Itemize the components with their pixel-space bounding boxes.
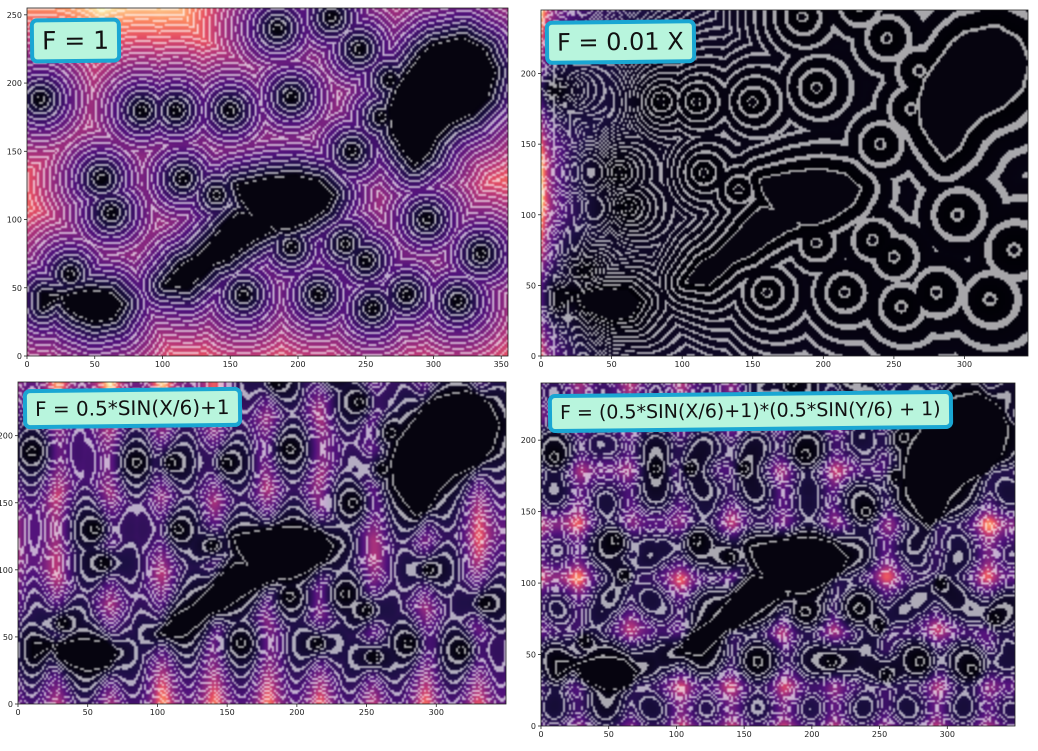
x-tick-label: 250 [359,708,374,717]
x-tick-label: 150 [223,360,238,369]
plot-frame [17,381,507,705]
x-tick-label: 300 [429,708,444,717]
plot-frame [26,7,509,357]
formula-label-2: F = 0.01 X [544,19,696,65]
y-tick-label: 200 [521,70,536,79]
x-tick-label: 50 [606,360,616,369]
x-tick-label: 0 [538,730,543,739]
y-tick-label: 50 [12,284,22,293]
distance-field-heatmap [541,383,1015,726]
y-tick-label: 150 [7,147,22,156]
distance-field-heatmap [18,382,506,704]
y-tick-label: 0 [531,352,536,361]
x-tick-label: 100 [675,360,690,369]
x-tick-label: 250 [886,360,901,369]
x-tick-label: 50 [604,730,614,739]
x-tick-label: 50 [83,708,93,717]
distance-field-heatmap [541,10,1028,356]
y-tick-label: 100 [521,211,536,220]
x-tick-label: 350 [494,360,509,369]
x-tick-label: 100 [150,708,165,717]
y-tick-label: 100 [521,579,536,588]
y-tick-label: 100 [7,216,22,225]
x-tick-label: 150 [220,708,235,717]
x-tick-label: 200 [289,708,304,717]
x-tick-label: 300 [940,730,955,739]
y-tick-label: 150 [521,140,536,149]
x-tick-label: 0 [15,708,20,717]
plot-frame [540,9,1029,357]
chart-svg: 0 50 100 150 200 250 300 350 0 50 100 150 200 250 [7,7,509,369]
y-tick-label: 200 [521,436,536,445]
plot-panel-linear-speed: 0 50 100 150 200 250 300 0 50 100 150 200 [511,9,1038,381]
y-tick-label: 50 [526,281,536,290]
x-tick-label: 300 [426,360,441,369]
chart-svg: 0 50 100 150 200 250 300 0 50 100 150 200 [521,9,1029,369]
formula-label-3: F = 0.5*SIN(X/6)+1 [22,386,242,430]
chart-svg: 0 50 100 150 200 250 300 0 50 100 150 200 [0,381,507,717]
formula-label-4: F = (0.5*SIN(X/6)+1)*(0.5*SIN(Y/6) + 1) [547,389,953,434]
plot-panel-sin-x-speed: 0 50 100 150 200 250 300 0 50 100 150 200 [0,381,516,729]
y-tick-label: 250 [7,11,22,20]
y-tick-label: 50 [3,633,13,642]
y-tick-label: 150 [521,508,536,517]
y-tick-label: 0 [8,700,13,709]
x-tick-label: 0 [24,360,29,369]
x-tick-label: 50 [90,360,100,369]
x-tick-label: 100 [155,360,170,369]
x-tick-label: 150 [737,730,752,739]
x-tick-label: 300 [957,360,972,369]
y-tick-label: 0 [531,722,536,731]
x-tick-label: 0 [538,360,543,369]
y-tick-label: 0 [17,352,22,361]
formula-label-1: F = 1 [29,17,122,64]
y-tick-label: 200 [7,79,22,88]
plot-frame [540,382,1016,727]
x-tick-label: 250 [358,360,373,369]
y-tick-label: 50 [526,651,536,660]
chart-svg: 0 50 100 150 200 250 300 0 50 100 150 200 [521,382,1016,739]
distance-field-heatmap [27,8,508,356]
y-tick-label: 200 [0,432,13,441]
x-tick-label: 100 [669,730,684,739]
x-tick-label: 150 [745,360,760,369]
plot-panel-uniform-speed: 0 50 100 150 200 250 300 350 0 50 100 150 200 250 [0,7,518,381]
x-tick-label: 200 [290,360,305,369]
y-tick-label: 100 [0,566,13,575]
y-tick-label: 150 [0,499,13,508]
x-tick-label: 200 [816,360,831,369]
x-tick-label: 200 [804,730,819,739]
plot-panel-sin-xy-speed: 0 50 100 150 200 250 300 0 50 100 150 200 [511,382,1025,751]
x-tick-label: 250 [872,730,887,739]
